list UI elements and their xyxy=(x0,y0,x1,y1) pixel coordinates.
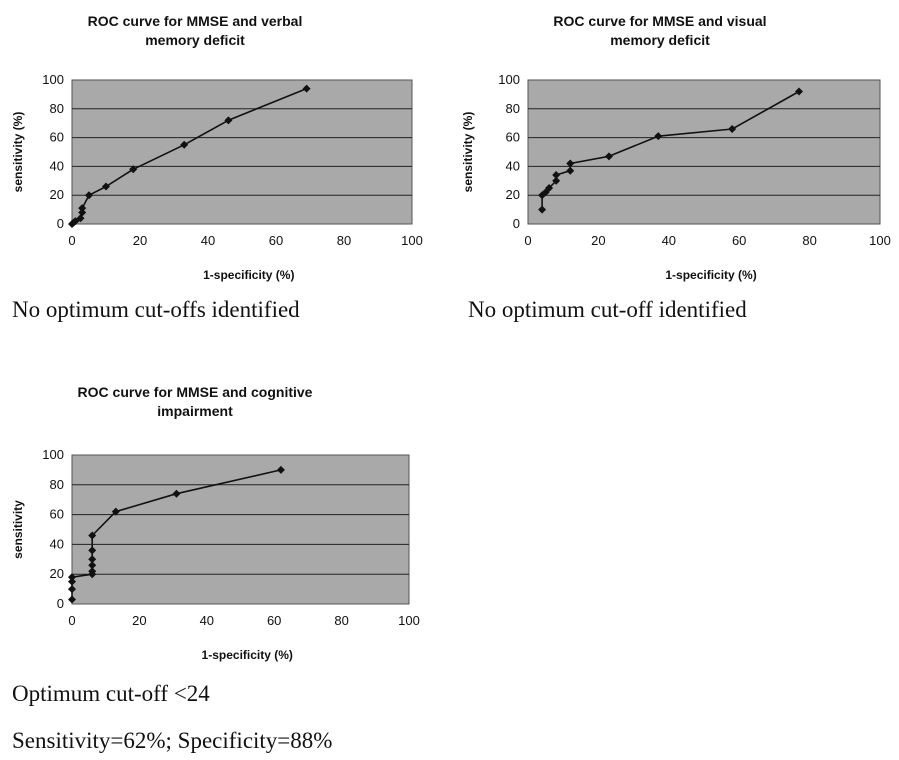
x-tick-label: 100 xyxy=(401,233,423,248)
y-tick-label: 40 xyxy=(50,158,64,173)
x-tick-label: 40 xyxy=(201,233,215,248)
chart-visual-memory: ROC curve for MMSE and visual memory def… xyxy=(450,0,899,330)
caption-visual: No optimum cut-off identified xyxy=(468,297,747,322)
data-point xyxy=(68,573,76,582)
x-tick-label: 80 xyxy=(334,613,348,628)
x-tick-label: 60 xyxy=(732,233,746,248)
data-point xyxy=(129,165,138,174)
data-point xyxy=(78,208,87,217)
plot-area xyxy=(527,79,881,225)
chart-title: ROC curve for MMSE and cognitive impairm… xyxy=(77,384,313,419)
data-point xyxy=(68,595,76,604)
y-tick-label: 40 xyxy=(506,158,520,173)
x-tick-label: 20 xyxy=(591,233,605,248)
y-tick-label: 100 xyxy=(498,72,520,87)
data-point xyxy=(795,87,804,96)
data-point xyxy=(224,116,233,125)
y-tick-label: 100 xyxy=(42,72,64,87)
x-tick-label: 100 xyxy=(869,233,891,248)
x-tick-label: 100 xyxy=(398,613,420,628)
data-point xyxy=(111,507,120,516)
data-point xyxy=(88,561,97,570)
data-point xyxy=(654,132,663,141)
y-tick-label: 0 xyxy=(513,216,520,231)
x-tick-label: 20 xyxy=(132,613,146,628)
data-point xyxy=(102,182,110,191)
y-axis-label: sensitivity xyxy=(11,500,25,559)
chart-title: ROC curve for MMSE and verbal memory def… xyxy=(87,13,303,48)
data-point xyxy=(604,152,613,161)
x-tick-label: 40 xyxy=(200,613,214,628)
data-point xyxy=(88,567,97,576)
x-axis-label: 1-specificity (%) xyxy=(665,268,756,282)
data-point xyxy=(68,585,76,594)
data-point xyxy=(302,84,311,93)
data-point xyxy=(566,166,575,175)
roc-chart-cognitive: 0 20 40 60 80 100 0 20 40 60 80 100 1-specificity (%… xyxy=(11,447,420,662)
y-axis-label: sensitivity (%) xyxy=(11,112,25,193)
roc-chart-visual: 0 20 40 60 80 100 0 20 40 60 80 100 1-specificity (%… xyxy=(461,72,891,282)
y-tick-label: 40 xyxy=(50,536,64,551)
y-tick-label: 60 xyxy=(50,130,64,145)
caption-sensitivity-specificity: Sensitivity=62%; Specificity=88% xyxy=(12,728,333,753)
data-point xyxy=(538,205,547,214)
data-point xyxy=(552,171,561,180)
x-tick-label: 40 xyxy=(662,233,676,248)
data-point xyxy=(566,159,575,168)
data-point xyxy=(88,555,97,564)
x-tick-label: 0 xyxy=(68,233,75,248)
x-axis-label: 1-specificity (%) xyxy=(203,268,294,282)
y-tick-label: 100 xyxy=(42,447,64,462)
data-point xyxy=(180,140,189,149)
x-tick-label: 80 xyxy=(802,233,816,248)
x-tick-label: 60 xyxy=(269,233,283,248)
x-axis-label: 1-specificity (%) xyxy=(202,648,293,662)
chart-cognitive-impairment: ROC curve for MMSE and cognitive impairm… xyxy=(0,380,450,670)
caption-verbal: No optimum cut-offs identified xyxy=(12,297,300,322)
data-point xyxy=(172,489,181,498)
y-tick-label: 20 xyxy=(506,187,520,202)
x-tick-label: 0 xyxy=(524,233,531,248)
data-point xyxy=(545,184,554,192)
y-tick-label: 0 xyxy=(57,596,64,611)
y-tick-label: 80 xyxy=(50,101,64,116)
y-tick-label: 80 xyxy=(50,477,64,492)
x-tick-label: 80 xyxy=(337,233,351,248)
plot-area xyxy=(71,79,413,225)
chart-title: ROC curve for MMSE and visual memory def… xyxy=(553,13,767,48)
data-point xyxy=(88,546,97,555)
y-tick-label: 0 xyxy=(57,216,64,231)
y-tick-label: 20 xyxy=(50,566,64,581)
data-point xyxy=(76,214,85,223)
data-point xyxy=(85,191,93,200)
chart-verbal-memory: ROC curve for MMSE and verbal memory def… xyxy=(0,0,450,330)
data-point xyxy=(276,465,285,474)
x-tick-label: 60 xyxy=(267,613,281,628)
x-tick-label: 0 xyxy=(68,613,75,628)
y-axis-label: sensitivity (%) xyxy=(461,112,475,193)
x-tick-label: 20 xyxy=(133,233,147,248)
y-tick-label: 60 xyxy=(506,130,520,145)
data-point xyxy=(68,577,76,586)
y-tick-label: 20 xyxy=(50,187,64,202)
data-point xyxy=(538,191,547,200)
data-point xyxy=(552,176,561,185)
y-tick-label: 60 xyxy=(50,507,64,522)
caption-optimum-cutoff: Optimum cut-off <24 xyxy=(12,681,210,706)
data-point xyxy=(78,204,87,213)
y-tick-label: 80 xyxy=(506,101,520,116)
data-point xyxy=(728,124,737,133)
data-point xyxy=(88,531,97,540)
roc-chart-verbal: 0 20 40 60 80 100 0 20 40 60 80 100 1-specificity (%… xyxy=(11,72,423,282)
plot-area xyxy=(71,454,410,605)
